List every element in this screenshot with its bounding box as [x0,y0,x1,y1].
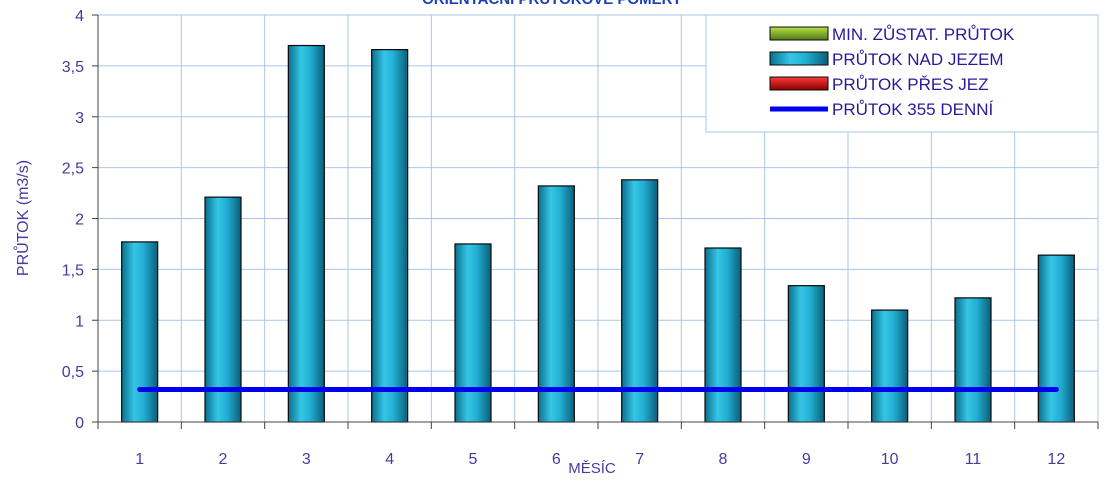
y-tick-label: 0 [75,415,84,432]
legend-label: PRŮTOK NAD JEZEM [832,50,1004,69]
bar [537,185,575,423]
legend-swatch [769,26,829,41]
legend-swatch [769,51,829,66]
bar [954,297,992,423]
x-tick-label: 3 [302,451,311,468]
x-tick-label: 1 [135,451,144,468]
bar [871,309,909,423]
legend: MIN. ZŮSTAT. PRŮTOK PRŮTOK NAD JEZEM PRŮTO… [705,14,1099,133]
y-tick-label: 2 [75,212,84,229]
bar [621,179,659,423]
x-tick-label: 12 [1047,451,1065,468]
x-tick-label: 9 [802,451,811,468]
y-axis-title: PRŮTOK (m3/s) [13,160,32,276]
y-tick-label: 2,5 [62,161,84,178]
axes: 00,511,522,533,541 2 3 4 5 6 7 8 9 10 11 12 [62,8,1099,468]
bar [787,285,825,423]
x-tick-label: 11 [965,451,982,468]
x-tick-label: 2 [219,451,228,468]
y-tick-label: 4 [75,8,84,25]
x-tick-label: 7 [635,451,644,468]
x-axis-title: MĚSÍC [568,460,616,477]
bar [454,243,492,423]
x-tick-label: 4 [385,451,394,468]
x-tick-label: 10 [881,451,899,468]
chart-title: ORIENTAČNÍ PRŮTOKOVÉ POMĚRY [422,0,682,8]
bar [1037,254,1075,423]
bar [121,241,159,423]
legend-label: MIN. ZŮSTAT. PRŮTOK [832,25,1015,44]
bar [704,247,742,423]
y-tick-label: 3 [75,110,84,127]
y-tick-label: 1 [75,313,84,330]
grid [98,14,1099,422]
bars [121,44,1075,423]
x-tick-label: 6 [552,451,561,468]
bar [371,48,409,423]
legend-swatch [769,76,829,91]
x-tick-label: 8 [719,451,728,468]
bar [204,196,242,423]
x-tick-label: 5 [469,451,478,468]
y-tick-label: 0,5 [62,364,84,381]
y-tick-label: 3,5 [62,59,84,76]
legend-label: PRŮTOK 355 DENNÍ [832,100,994,119]
y-tick-label: 1,5 [62,262,84,279]
legend-label: PRŮTOK PŘES JEZ [832,75,989,94]
bar [287,44,325,423]
